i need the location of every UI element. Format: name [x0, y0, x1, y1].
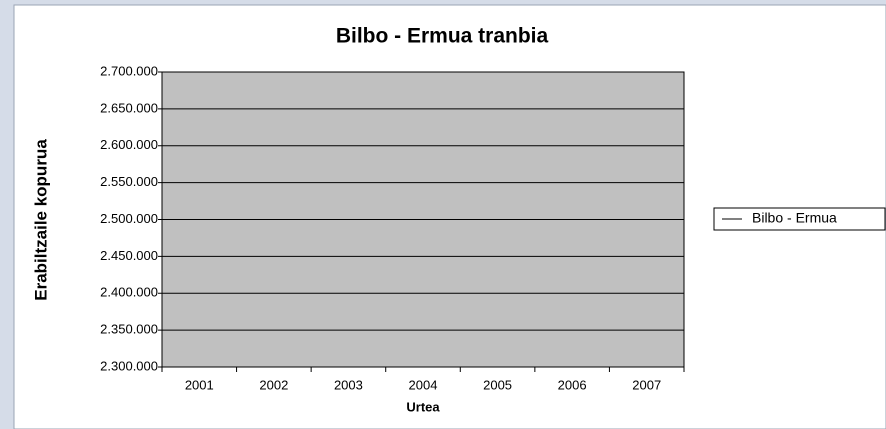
y-tick-label: 2.450.000 — [100, 248, 158, 263]
x-tick-label: 2003 — [334, 377, 363, 392]
x-tick-label: 2002 — [259, 377, 288, 392]
y-axis-label: Erabiltzaile kopurua — [31, 139, 50, 301]
y-tick-label: 2.600.000 — [100, 137, 158, 152]
x-tick-label: 2005 — [483, 377, 512, 392]
x-tick-label: 2004 — [409, 377, 438, 392]
y-tick-label: 2.300.000 — [100, 358, 158, 373]
y-tick-label: 2.550.000 — [100, 174, 158, 189]
y-tick-label: 2.350.000 — [100, 322, 158, 337]
y-tick-label: 2.700.000 — [100, 63, 158, 78]
x-axis-label: Urtea — [406, 399, 440, 414]
chart-title: Bilbo - Ermua tranbia — [336, 25, 549, 48]
legend-label: Bilbo - Ermua — [752, 210, 837, 226]
y-tick-label: 2.400.000 — [100, 285, 158, 300]
x-tick-label: 2007 — [632, 377, 661, 392]
legend-box — [713, 207, 886, 231]
x-tick-label: 2001 — [185, 377, 214, 392]
y-tick-label: 2.500.000 — [100, 211, 158, 226]
x-tick-label: 2006 — [558, 377, 587, 392]
y-tick-label: 2.650.000 — [100, 100, 158, 115]
